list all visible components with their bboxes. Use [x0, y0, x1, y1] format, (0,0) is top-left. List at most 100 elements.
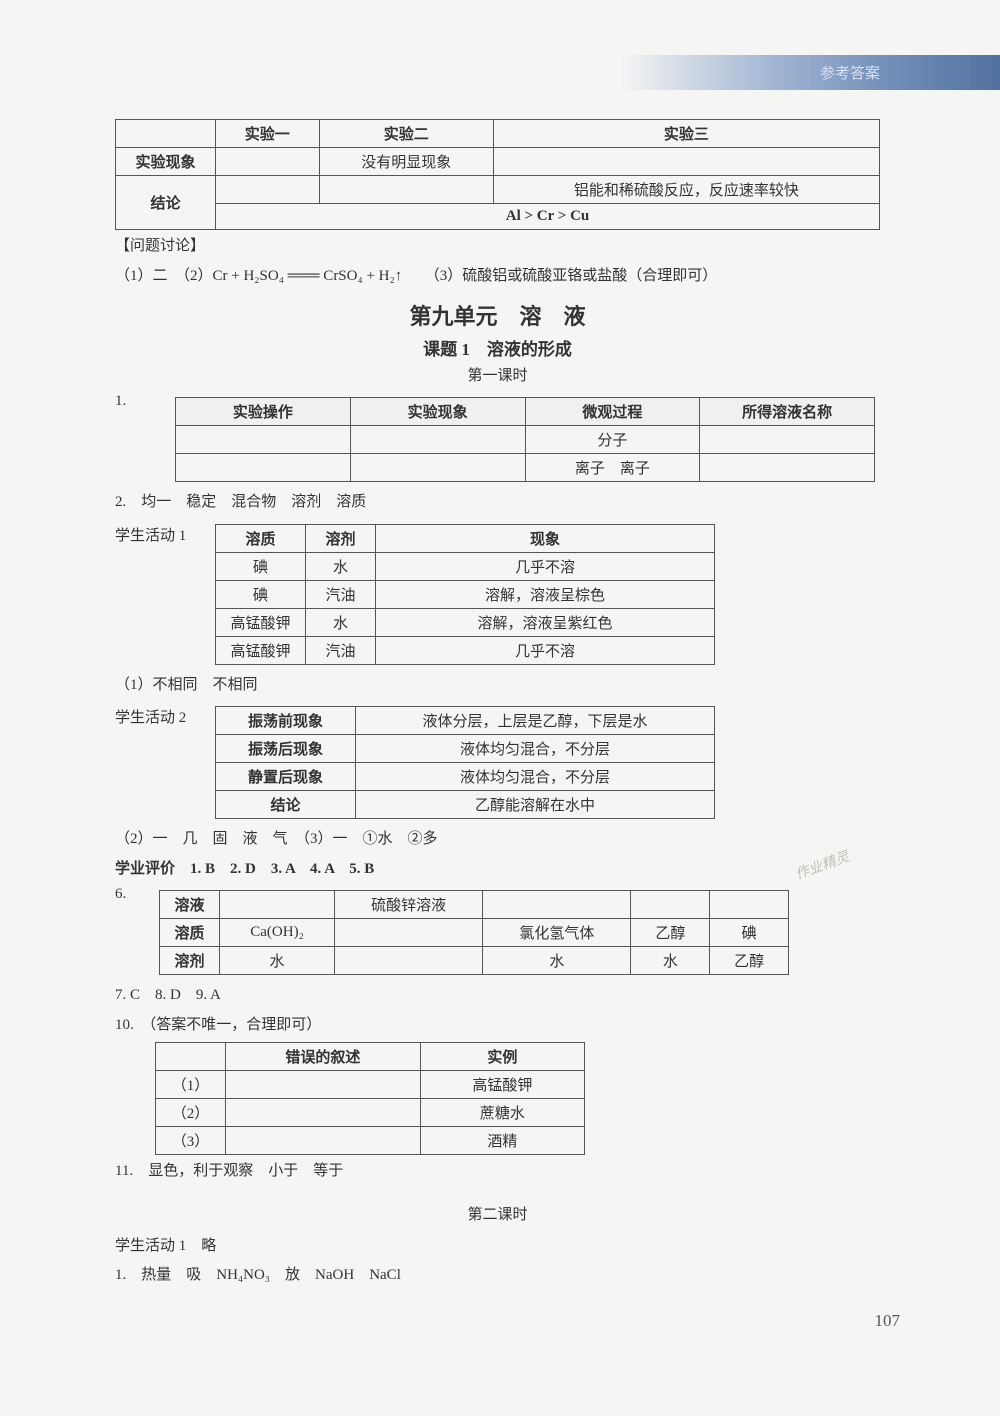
th: 实验现象 — [350, 398, 525, 426]
td: 碘 — [710, 919, 789, 947]
th: 溶剂 — [306, 524, 376, 552]
td: 水 — [306, 608, 376, 636]
td: 氯化氢气体 — [483, 919, 631, 947]
td: 分子 — [525, 426, 700, 454]
sub1-text: （1）不相同 不相同 — [115, 673, 880, 699]
td — [176, 426, 351, 454]
td — [220, 891, 335, 919]
th: 溶质 — [216, 524, 306, 552]
unit-title: 第九单元 溶 液 — [115, 299, 880, 331]
q10-text: 10. （答案不唯一，合理即可） — [115, 1013, 880, 1039]
discussion-label: 【问题讨论】 — [115, 234, 880, 260]
td: 高锰酸钾 — [216, 608, 306, 636]
td — [335, 947, 483, 975]
td: （3） — [156, 1127, 226, 1155]
th: 微观过程 — [525, 398, 700, 426]
th: 错误的叙述 — [226, 1043, 421, 1071]
q1-label: 1. — [115, 393, 155, 410]
th-blank — [116, 120, 216, 148]
td: 汽油 — [306, 636, 376, 664]
th: 实验操作 — [176, 398, 351, 426]
td: 静置后现象 — [216, 763, 356, 791]
td — [700, 454, 875, 482]
td: 乙醇 — [710, 947, 789, 975]
td-phenom-label: 实验现象 — [116, 148, 216, 176]
sub2-text: （2）一 几 固 液 气 （3）一 ①水 ②多 — [115, 827, 880, 853]
td: 蔗糖水 — [420, 1099, 584, 1127]
td: 硫酸锌溶液 — [335, 891, 483, 919]
td: 溶解，溶液呈棕色 — [376, 580, 715, 608]
td-conclusion-label: 结论 — [116, 176, 216, 230]
discussion-text: （1）二 （2）Cr + H₂SO₄ ═══ CrSO₄ + H₂↑ （3）硫酸… — [115, 264, 880, 290]
th — [156, 1043, 226, 1071]
header-label: 参考答案 — [820, 62, 880, 83]
td: 水 — [483, 947, 631, 975]
q6-label: 6. — [115, 886, 155, 903]
td: 水 — [631, 947, 710, 975]
q11-text: 11. 显色，利于观察 小于 等于 — [115, 1159, 880, 1185]
td: 溶液 — [160, 891, 220, 919]
th: 实例 — [420, 1043, 584, 1071]
p2-activity1: 学生活动 1 略 — [115, 1234, 880, 1260]
td — [350, 426, 525, 454]
td: 汽油 — [306, 580, 376, 608]
td: 碘 — [216, 580, 306, 608]
td: 振荡前现象 — [216, 707, 356, 735]
td: 水 — [220, 947, 335, 975]
td: 液体均匀混合，不分层 — [356, 735, 715, 763]
td — [493, 148, 879, 176]
experiment-table: 实验一 实验二 实验三 实验现象 没有明显现象 结论 铝能和稀硫酸反应，反应速率… — [115, 119, 880, 230]
td: 没有明显现象 — [319, 148, 493, 176]
td: 铝能和稀硫酸反应，反应速率较快 — [493, 176, 879, 204]
q1-table: 实验操作 实验现象 微观过程 所得溶液名称 分子 离子 离子 — [175, 397, 875, 482]
td: （2） — [156, 1099, 226, 1127]
td: 离子 离子 — [525, 454, 700, 482]
th-exp3: 实验三 — [493, 120, 879, 148]
td: 振荡后现象 — [216, 735, 356, 763]
q2-text: 2. 均一 稳定 混合物 溶剂 溶质 — [115, 490, 880, 516]
td: 结论 — [216, 791, 356, 819]
q6-table: 溶液硫酸锌溶液 溶质Ca(OH)₂氯化氢气体乙醇碘 溶剂水水水乙醇 — [159, 890, 789, 975]
td: （1） — [156, 1071, 226, 1099]
th-exp2: 实验二 — [319, 120, 493, 148]
td: 溶剂 — [160, 947, 220, 975]
td — [700, 426, 875, 454]
activity2-label: 学生活动 2 — [115, 702, 211, 727]
td — [350, 454, 525, 482]
period1-title: 第一课时 — [115, 364, 880, 385]
header-banner: 参考答案 — [620, 55, 1000, 90]
activity2-table: 振荡前现象液体分层，上层是乙醇，下层是水 振荡后现象液体均匀混合，不分层 静置后… — [215, 706, 715, 819]
td — [176, 454, 351, 482]
td: 乙醇能溶解在水中 — [356, 791, 715, 819]
q10-table: 错误的叙述 实例 （1）高锰酸钾 （2）蔗糖水 （3）酒精 — [155, 1042, 585, 1155]
period2-title: 第二课时 — [115, 1203, 880, 1224]
td: 高锰酸钾 — [216, 636, 306, 664]
td — [226, 1127, 421, 1155]
lesson-title: 课题 1 溶液的形成 — [115, 335, 880, 360]
td: 乙醇 — [631, 919, 710, 947]
td: 酒精 — [420, 1127, 584, 1155]
td-conclusion-bottom: Al > Cr > Cu — [216, 204, 880, 230]
td: 液体均匀混合，不分层 — [356, 763, 715, 791]
assessment-text: 学业评价 1. B 2. D 3. A 4. A 5. B — [115, 857, 880, 883]
td: 液体分层，上层是乙醇，下层是水 — [356, 707, 715, 735]
td — [319, 176, 493, 204]
td: 几乎不溶 — [376, 636, 715, 664]
td — [335, 919, 483, 947]
td: 几乎不溶 — [376, 552, 715, 580]
td — [216, 148, 320, 176]
td: 溶质 — [160, 919, 220, 947]
td: Ca(OH)₂ — [220, 919, 335, 947]
page-number: 107 — [875, 1311, 901, 1331]
td: 水 — [306, 552, 376, 580]
td — [226, 1099, 421, 1127]
td — [226, 1071, 421, 1099]
th-exp1: 实验一 — [216, 120, 320, 148]
td — [631, 891, 710, 919]
td — [483, 891, 631, 919]
q7to9-text: 7. C 8. D 9. A — [115, 983, 880, 1009]
th: 现象 — [376, 524, 715, 552]
td — [216, 176, 320, 204]
page-content: 实验一 实验二 实验三 实验现象 没有明显现象 结论 铝能和稀硫酸反应，反应速率… — [115, 115, 880, 1293]
td — [710, 891, 789, 919]
